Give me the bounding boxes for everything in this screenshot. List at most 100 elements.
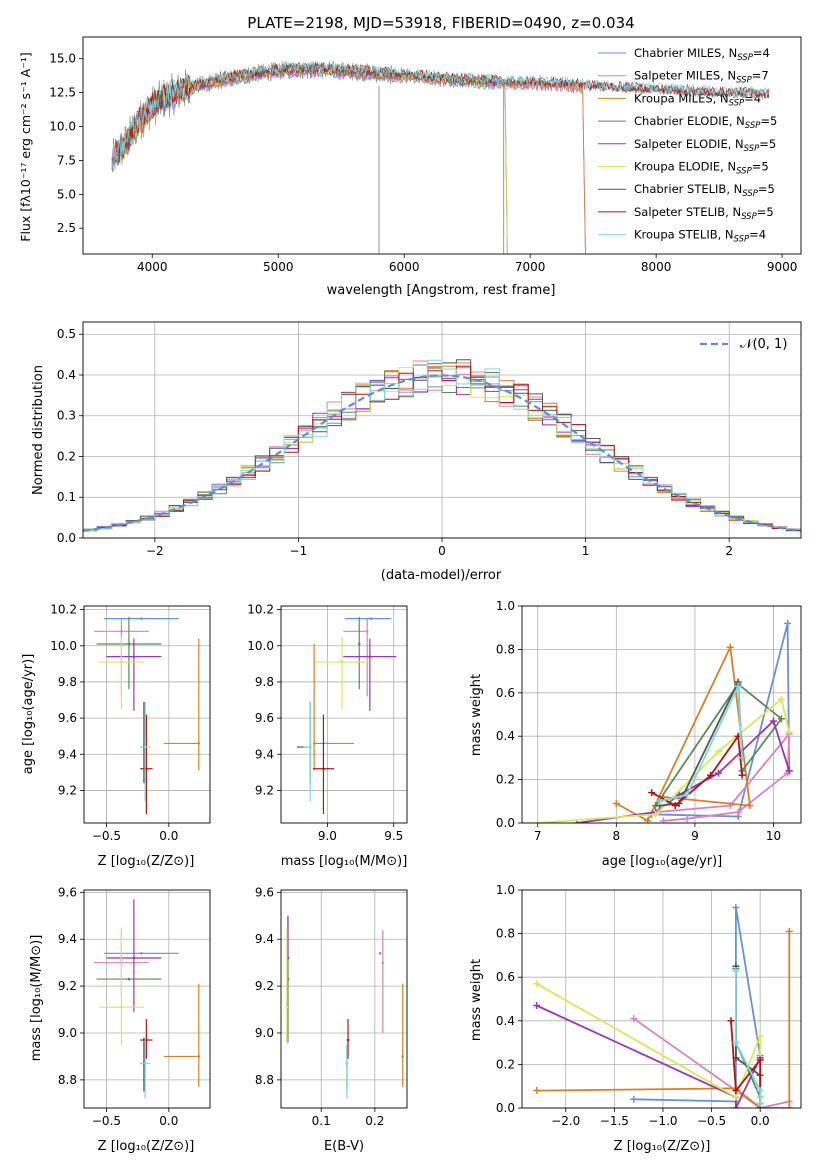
legend-label: Kroupa ELODIE, NSSP=5 [634,160,769,177]
y-tick-label: 9.4 [58,747,77,761]
errorbar-point [381,929,385,1033]
plus-marker [777,695,785,703]
x-tick-label: −2 [146,544,164,558]
series-line [536,931,791,1108]
spectrum-y-label: Flux [fλ10⁻¹⁷ erg cm⁻² s⁻¹ A⁻¹] [18,52,33,241]
x-tick-label: −1.5 [600,1114,629,1128]
y-tick-label: 9.2 [58,783,77,797]
x-tick-label: −0.5 [92,829,121,843]
plus-marker [726,643,734,651]
series-line [659,681,743,807]
point-marker [143,745,147,749]
y-tick-label: 9.8 [58,675,77,689]
errorbar-point [140,701,151,802]
plus-marker [732,1087,740,1095]
plus-marker [714,747,722,755]
plus-marker [732,1104,740,1108]
y-tick-label: 9.6 [58,885,77,899]
errorbar-point [96,977,162,981]
mass_vs_ebv-axes: 0.1 0.2 8.8 9.0 9.2 9.4 9.6 [255,885,407,1128]
plus-marker [734,808,742,816]
y-tick-label: 0.4 [496,729,515,743]
y-tick-label: 0.8 [496,927,515,941]
y-tick-label: 8.8 [58,1073,77,1087]
y-tick-label: 9.8 [255,675,274,689]
plus-marker [714,769,722,777]
x-tick-label: 0.2 [365,1114,384,1128]
mass_vs_ebv-points [285,915,405,1099]
spectrum-axes: 4000 5000 6000 7000 8000 9000 2.5 5.0 7.5 10.0 12.… [49,52,797,274]
point-marker [197,1055,201,1058]
errorbar-point [163,638,201,771]
y-tick-label: 0.0 [496,1101,515,1115]
y-tick-label: 1.0 [496,599,515,613]
y-tick-label: 2.5 [57,221,76,235]
plus-marker [652,810,660,818]
point-marker [340,660,344,664]
y-tick-label: 0.2 [57,449,76,463]
histogram-frame [82,321,802,539]
point-marker [120,630,123,633]
point-marker [197,742,201,745]
legend-label: Chabrier MILES, NSSP=4 [634,46,770,63]
histogram-legend-label: 𝒩(0, 1) [740,337,787,352]
y-tick-label: 0.4 [496,1014,515,1028]
massweight_vs_age-lines [534,619,793,823]
x-tick-label: 9 [691,829,699,843]
mw-z-y-label: mass weight [469,959,484,1041]
point-marker [140,951,143,955]
y-tick-label: 9.2 [255,979,274,993]
y-tick-label: 0.2 [496,1057,515,1071]
spectrum-legend: Chabrier MILES, NSSP=4 Salpeter MILES, NS… [598,46,777,245]
errorbar-point [312,714,335,814]
age-z-x-label: Z [log₁₀(Z/Z⊙)] [98,854,195,869]
point-marker [120,660,123,664]
plus-marker [683,815,691,823]
point-marker [346,1038,350,1042]
massweight_vs_Z-frame [521,889,802,1109]
y-tick-label: 0.3 [57,409,76,423]
point-marker [322,767,325,771]
y-tick-label: 10.2 [50,603,77,617]
mw-age-x-label: age [log₁₀(age/yr)] [602,854,723,869]
x-tick-label: 5000 [263,260,294,274]
errorbar-point [357,616,361,690]
errorbar-point [343,618,369,697]
point-marker [312,742,316,745]
errorbar-point [315,636,369,710]
plus-marker [785,728,793,736]
series-line [536,1004,762,1108]
point-marker [132,655,136,658]
point-marker [127,977,131,981]
errorbar-point [103,951,179,955]
mass_vs_Z-points [93,899,201,1099]
age-z-y-label: age [log₁₀(age/yr)] [21,654,36,775]
errorbar-point [163,983,201,1087]
legend-label: Salpeter STELIB, NSSP=5 [634,205,774,222]
x-tick-label: −2.0 [551,1114,580,1128]
plus-marker [785,927,793,935]
plus-marker [777,715,785,723]
plus-marker [784,619,792,627]
x-tick-label: 0.0 [751,1114,770,1128]
mass_vs_Z-frame [83,889,211,1109]
plus-marker [533,980,541,988]
point-marker [357,642,361,646]
errorbar-point [345,1044,349,1099]
y-tick-label: 0.0 [57,531,76,545]
y-tick-label: 10.2 [247,603,274,617]
plus-marker [648,789,656,797]
age_vs_Z-axes: −0.5 0.0 9.2 9.4 9.6 9.8 10.0 10.2 [50,603,210,843]
y-tick-label: 0.4 [57,368,76,382]
mass-z-y-label: mass [log₁₀(M/M⊙)] [29,935,44,1062]
age_vs_Z-points [93,616,201,814]
point-marker [120,1005,123,1009]
errorbar-point [98,636,144,710]
y-tick-label: 9.4 [255,747,274,761]
plus-marker [656,797,664,805]
plus-marker [630,1095,638,1103]
y-tick-label: 9.6 [58,711,77,725]
age_vs_mass-points [296,616,397,814]
y-tick-label: 9.2 [255,783,274,797]
x-tick-label: 4000 [137,260,168,274]
